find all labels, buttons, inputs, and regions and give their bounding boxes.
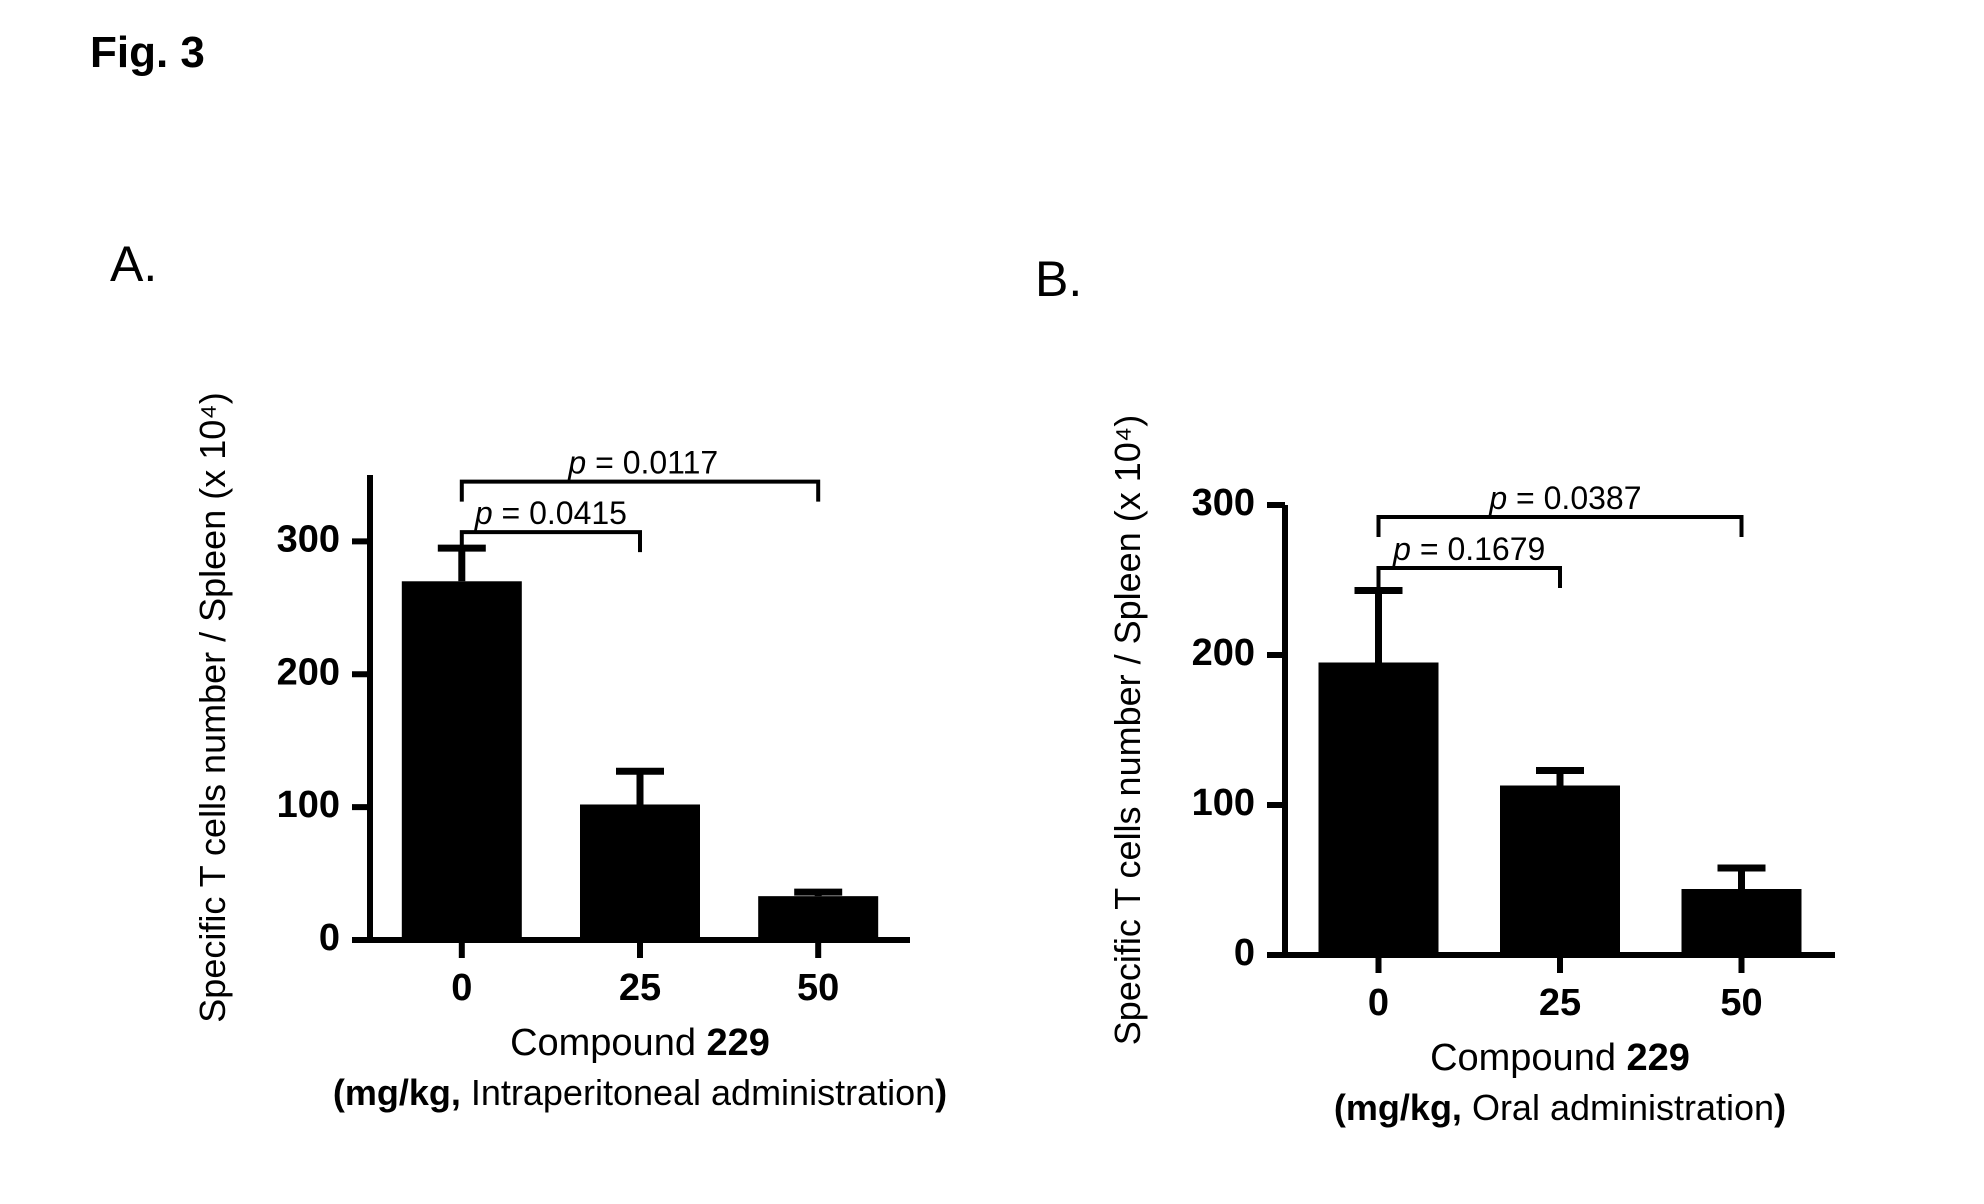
bar bbox=[758, 896, 878, 940]
y-axis-label: Specific T cells number / Spleen (x 10⁴) bbox=[192, 392, 233, 1022]
ytick-label: 300 bbox=[277, 518, 340, 560]
chart-A: 0 100 200 300 Specific T cells number / Sple… bbox=[110, 240, 990, 1120]
xtick-label: 0 bbox=[1368, 982, 1389, 1024]
bar bbox=[1682, 889, 1802, 955]
ytick-label: 0 bbox=[319, 917, 340, 959]
bar bbox=[580, 804, 700, 940]
ytick-label: 300 bbox=[1192, 482, 1255, 524]
ytick-label: 200 bbox=[1192, 632, 1255, 674]
x-axis-label-line2: (mg/kg, Oral administration) bbox=[1334, 1087, 1786, 1128]
xtick-label: 50 bbox=[1720, 982, 1762, 1024]
ytick-label: 100 bbox=[1192, 782, 1255, 824]
xtick-label: 25 bbox=[619, 967, 661, 1009]
p-value-label: p = 0.0387 bbox=[1488, 480, 1641, 516]
bar bbox=[1500, 786, 1620, 956]
ytick-label: 200 bbox=[277, 651, 340, 693]
p-value-label: p = 0.0415 bbox=[474, 495, 627, 531]
xtick-label: 50 bbox=[797, 967, 839, 1009]
ytick-label: 100 bbox=[277, 784, 340, 826]
figure-title: Fig. 3 bbox=[90, 28, 205, 78]
p-value-label: p = 0.0117 bbox=[567, 445, 718, 481]
bar bbox=[1319, 663, 1439, 956]
ytick-label: 0 bbox=[1234, 932, 1255, 974]
xtick-label: 25 bbox=[1539, 982, 1581, 1024]
p-value-label: p = 0.1679 bbox=[1392, 531, 1545, 567]
chart-B: 0 100 200 300 Specific T cells number / Sple… bbox=[1030, 255, 1910, 1135]
page: Fig. 3 A.0100200300Specific T cells numb… bbox=[0, 0, 1984, 1204]
x-axis-label-line1: Compound 229 bbox=[1430, 1037, 1690, 1079]
xtick-label: 0 bbox=[451, 967, 472, 1009]
x-axis-label-line1: Compound 229 bbox=[510, 1022, 770, 1064]
x-axis-label-line2: (mg/kg, Intraperitoneal administration) bbox=[333, 1072, 947, 1113]
y-axis-label: Specific T cells number / Spleen (x 10⁴) bbox=[1107, 415, 1148, 1045]
bar bbox=[402, 581, 522, 940]
